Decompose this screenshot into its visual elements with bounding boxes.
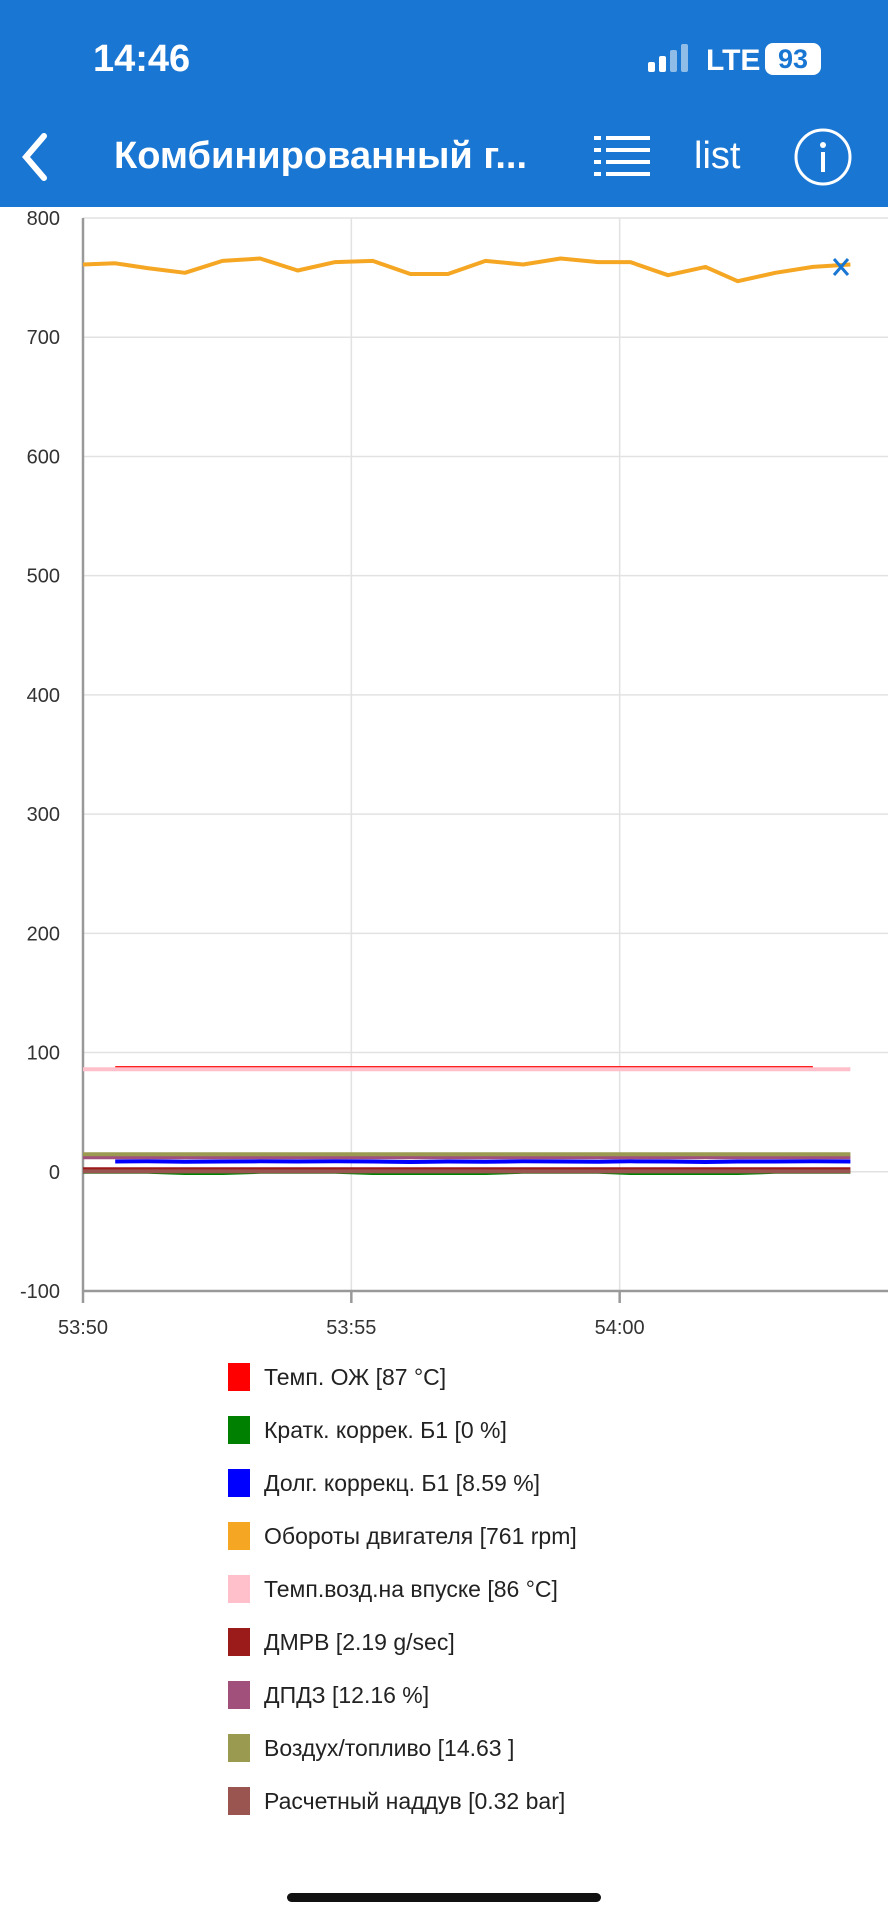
legend-label: Темп.возд.на впуске [86 °C] (264, 1576, 558, 1602)
legend-label: ДМРВ [2.19 g/sec] (264, 1629, 455, 1655)
legend-label: Долг. коррекц. Б1 [8.59 %] (264, 1470, 540, 1496)
legend-label: ДПДЗ [12.16 %] (264, 1682, 429, 1708)
legend-swatch (228, 1734, 250, 1762)
y-tick-label: 600 (27, 446, 60, 468)
y-tick-label: 400 (27, 685, 60, 707)
series-line (115, 1159, 851, 1164)
legend-swatch (228, 1522, 250, 1550)
legend-swatch (228, 1469, 250, 1497)
x-tick-label: 54:00 (595, 1317, 645, 1339)
legend-swatch (228, 1681, 250, 1709)
info-button[interactable] (793, 127, 853, 187)
legend-label: Расчетный наддув [0.32 bar] (264, 1788, 565, 1814)
y-tick-label: 200 (27, 923, 60, 945)
legend-swatch (228, 1575, 250, 1603)
x-tick-label: 53:50 (58, 1317, 108, 1339)
y-tick-label: 700 (27, 327, 60, 349)
y-tick-label: 0 (49, 1162, 60, 1184)
nav-title: Комбинированный г... (114, 135, 528, 177)
list-icon[interactable] (594, 134, 650, 178)
cursor-marker (832, 258, 850, 276)
legend-label: Воздух/топливо [14.63 ] (264, 1735, 514, 1761)
series-line (82, 256, 851, 284)
legend-swatch (228, 1628, 250, 1656)
y-tick-label: 500 (27, 566, 60, 588)
legend-swatch (228, 1787, 250, 1815)
list-button[interactable]: list (694, 135, 741, 177)
status-time: 14:46 (93, 38, 191, 80)
signal-icon (648, 44, 688, 72)
y-tick-label: 800 (27, 208, 60, 230)
y-tick-label: -100 (20, 1281, 60, 1303)
legend-label: Обороты двигателя [761 rpm] (264, 1523, 577, 1549)
y-tick-label: 300 (27, 804, 60, 826)
home-indicator (287, 1893, 601, 1902)
chart: -100 0 100 200 300 400 500 600 700 800 53:50 53:55 5… (20, 208, 888, 1902)
status-battery: 93 (765, 43, 821, 75)
status-network: LTE (706, 44, 761, 77)
y-tick-label: 100 (27, 1043, 60, 1065)
legend-swatch (228, 1363, 250, 1391)
legend-swatch (228, 1416, 250, 1444)
back-button[interactable] (18, 132, 52, 182)
legend-label: Темп. ОЖ [87 °C] (264, 1364, 446, 1390)
header: 14:46 LTE 93 Комбинированный г... list (0, 0, 888, 207)
legend-label: Кратк. коррек. Б1 [0 %] (264, 1417, 507, 1443)
x-tick-label: 53:55 (326, 1317, 376, 1339)
